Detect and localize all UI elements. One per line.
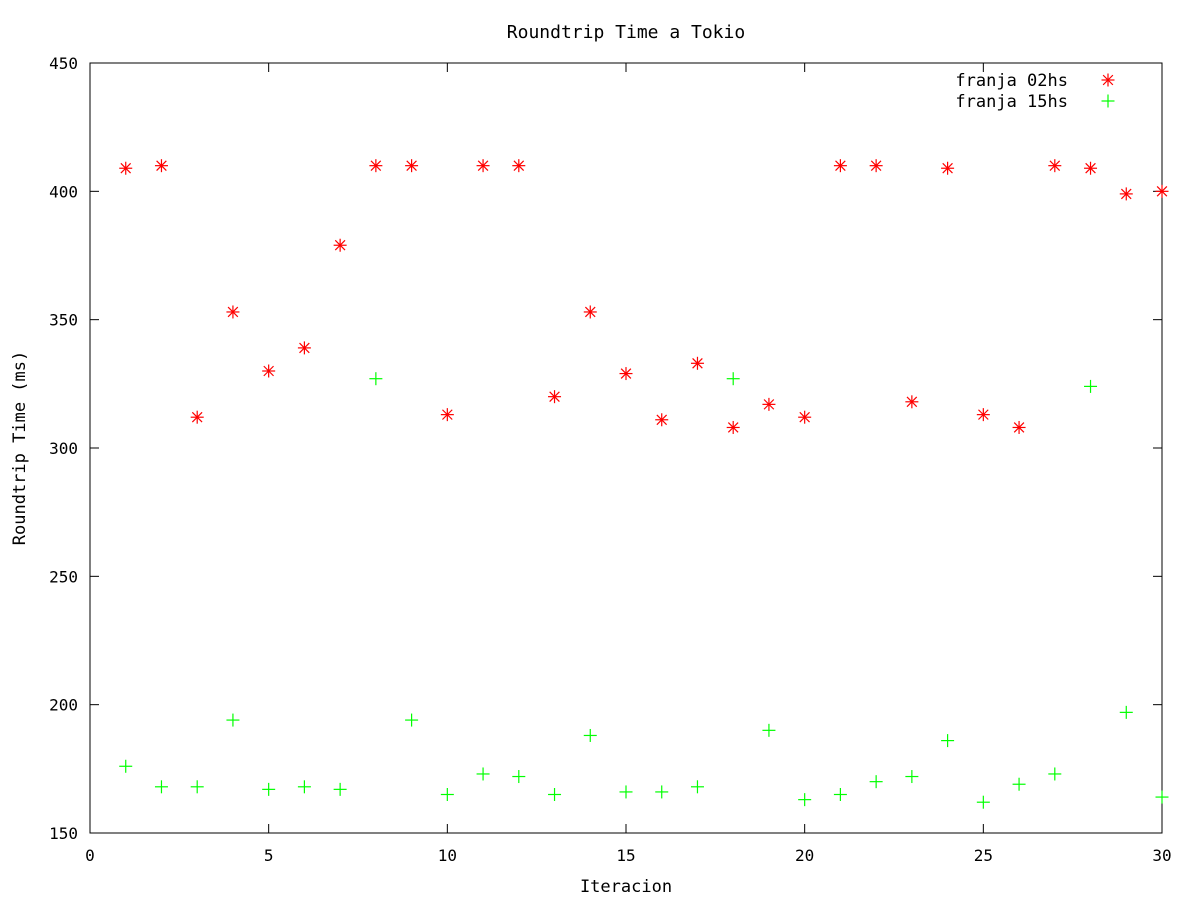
data-point [1155,790,1169,804]
data-point [1119,705,1133,719]
x-tick-label: 0 [85,846,95,865]
y-tick-label: 200 [49,696,78,715]
data-point [119,759,133,773]
series-layer [119,159,1169,809]
data-point [833,788,847,801]
data-point [548,390,562,404]
data-point [762,397,776,411]
data-point [154,780,168,794]
data-point [1084,161,1098,175]
data-point [583,305,597,319]
y-axis: 150 200 250 300 350 400 450 [49,54,1162,843]
y-tick-label: 450 [49,54,78,73]
data-point [726,372,740,386]
y-tick-label: 150 [49,824,78,843]
data-point [798,410,812,424]
data-point [440,408,454,422]
data-point [869,159,883,173]
plot-area-border [89,62,1163,834]
legend-label-franja-15hs: franja 15hs [955,92,1068,112]
data-point [226,305,240,319]
data-point [369,159,383,173]
data-point [762,723,776,737]
data-point [905,395,919,409]
x-tick-label: 15 [616,846,635,865]
x-tick-label: 10 [438,846,457,865]
data-point [512,159,526,173]
data-point [190,780,204,794]
data-point [369,372,383,386]
data-point [262,782,276,796]
series-franja-15hs [119,372,1169,809]
data-point [1155,184,1169,198]
data-point [869,775,883,789]
x-tick-label: 30 [1152,846,1171,865]
chart-title: Roundtrip Time a Tokio [507,22,745,43]
data-point [1012,777,1026,791]
data-point [440,788,454,801]
data-point [405,159,419,173]
data-point [333,238,347,252]
data-point [154,159,168,173]
data-point [548,788,562,801]
y-tick-label: 350 [49,311,78,330]
data-point [476,159,490,173]
data-point [512,770,526,784]
x-axis-label: Iteracion [580,877,672,897]
data-point [476,767,490,781]
x-tick-label: 25 [974,846,993,865]
data-point [976,408,990,422]
y-tick-label: 250 [49,567,78,586]
data-point [655,785,669,799]
data-point [1119,187,1133,201]
data-point [1012,420,1026,434]
data-point [583,728,597,742]
data-point [619,367,633,381]
data-point [619,785,633,799]
data-point [1084,379,1098,393]
legend-symbol [1101,94,1115,108]
y-tick-label: 400 [49,182,78,201]
legend-label-franja-02hs: franja 02hs [955,71,1068,91]
legend-marker-franja-02hs [1101,73,1115,87]
legend-marker-franja-15hs [1101,94,1115,108]
legend-symbol [1101,73,1115,87]
data-point [726,420,740,434]
y-tick-label: 300 [49,439,78,458]
legend: franja 02hs franja 15hs [955,71,1115,112]
x-axis: 0 5 10 15 20 25 30 [85,63,1172,865]
data-point [1048,767,1062,781]
data-point [905,770,919,784]
data-point [405,713,419,727]
series-franja-02hs [119,159,1169,434]
data-point [226,713,240,727]
data-point [655,413,669,427]
data-point [297,780,311,794]
y-axis-label: Roundtrip Time (ms) [10,351,30,545]
data-point [690,780,704,794]
data-point [941,734,955,748]
data-point [262,364,276,378]
data-point [798,793,812,807]
x-tick-label: 5 [264,846,274,865]
data-point [690,356,704,370]
data-point [190,410,204,424]
data-point [976,795,990,809]
data-point [941,161,955,175]
data-point [119,161,133,175]
x-tick-label: 20 [795,846,814,865]
data-point [297,341,311,355]
data-point [833,159,847,173]
data-point [333,782,347,796]
data-point [1048,159,1062,173]
